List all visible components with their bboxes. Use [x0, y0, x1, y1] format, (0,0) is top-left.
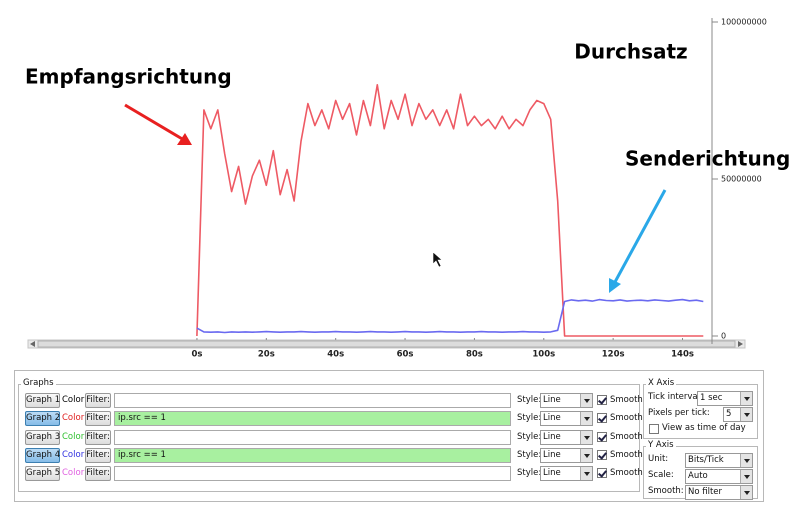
filter-button[interactable]: Filter: — [85, 429, 111, 445]
label: Pixels per tick: — [648, 408, 710, 418]
label: Unit: — [648, 454, 669, 464]
filter-button[interactable]: Filter: — [85, 466, 111, 482]
label: Tick interval: — [648, 392, 703, 402]
smooth-checkbox[interactable] — [597, 413, 607, 424]
smooth-checkbox[interactable] — [597, 449, 607, 460]
label: Smooth: — [648, 486, 684, 496]
annotation: Empfangsrichtung — [25, 65, 232, 89]
chart-title: Durchsatz — [574, 40, 687, 64]
group-title: Y Axis — [646, 439, 676, 452]
series-line — [196, 298, 704, 334]
smooth-select[interactable]: No filter — [685, 485, 753, 500]
y-tick-label: 0 — [721, 332, 726, 341]
annotation: Senderichtung — [625, 147, 790, 171]
group-box — [18, 384, 640, 492]
x-tick-label: 20s — [258, 350, 275, 360]
x-tick-label: 40s — [327, 350, 344, 360]
smooth-label: Smooth — [610, 413, 643, 424]
x-tick-label: 140s — [671, 350, 694, 360]
filter-input[interactable] — [114, 429, 511, 445]
label: View as time of day — [662, 423, 746, 433]
x-tick-label: 80s — [466, 350, 483, 360]
filter-input[interactable]: ip.src == 1 — [114, 411, 511, 427]
filter-button[interactable]: Filter: — [85, 411, 111, 427]
filter-button[interactable]: Filter: — [85, 393, 111, 408]
control-panel — [14, 370, 764, 502]
time-of-day-checkbox[interactable] — [649, 424, 659, 434]
x-tick-label: 0s — [191, 350, 202, 360]
graph-button[interactable]: Graph 3 — [25, 429, 60, 445]
color-label[interactable]: Color — [62, 468, 85, 479]
style-select[interactable]: Line — [540, 411, 593, 427]
graph-button[interactable]: Graph 4 — [25, 447, 60, 463]
filter-input[interactable]: ip.src == 1 — [114, 447, 511, 463]
tick-interval-select[interactable]: 1 sec — [697, 391, 753, 406]
graph-button[interactable]: Graph 2 — [25, 411, 60, 427]
x-tick-label: 100s — [532, 350, 555, 360]
unit-select[interactable]: Bits/Tick — [685, 453, 753, 468]
filter-input[interactable] — [114, 393, 511, 408]
filter-button[interactable]: Filter: — [85, 447, 111, 463]
annotation-arrow — [609, 189, 667, 293]
smooth-checkbox[interactable] — [597, 395, 607, 405]
scrollbar[interactable] — [27, 339, 746, 349]
pixels-per-tick-select[interactable]: 5 — [723, 407, 753, 422]
style-label: Style: — [517, 449, 542, 460]
smooth-checkbox[interactable] — [597, 431, 607, 442]
y-tick-label: 50000000 — [721, 175, 762, 184]
label: Scale: — [648, 470, 674, 480]
x-tick-label: 60s — [397, 350, 414, 360]
x-tick-label: 120s — [602, 350, 625, 360]
group-box — [643, 384, 758, 439]
style-select[interactable]: Line — [540, 447, 593, 463]
mouse-cursor — [432, 251, 443, 268]
graph-button[interactable]: Graph 1 — [25, 393, 60, 408]
style-select[interactable]: Line — [540, 466, 593, 482]
color-label[interactable]: Color — [62, 449, 85, 460]
smooth-label: Smooth — [610, 449, 643, 460]
filter-input[interactable] — [114, 466, 511, 482]
group-title: Graphs — [21, 377, 56, 390]
style-label: Style: — [517, 468, 542, 479]
style-select[interactable]: Line — [540, 393, 593, 408]
group-title: X Axis — [646, 377, 677, 390]
style-label: Style: — [517, 431, 542, 442]
style-label: Style: — [517, 413, 542, 424]
smooth-label: Smooth — [610, 395, 643, 405]
graph-button[interactable]: Graph 5 — [25, 466, 60, 482]
smooth-label: Smooth — [610, 468, 643, 479]
style-select[interactable]: Line — [540, 429, 593, 445]
series-line — [196, 84, 704, 337]
scale-select[interactable]: Auto — [685, 469, 753, 484]
color-label[interactable]: Color — [62, 413, 85, 424]
smooth-label: Smooth — [610, 431, 643, 442]
annotation-arrow — [124, 103, 192, 145]
color-label[interactable]: Color — [62, 431, 85, 442]
smooth-checkbox[interactable] — [597, 468, 607, 479]
style-label: Style: — [517, 395, 542, 405]
y-tick-label: 100000000 — [721, 18, 767, 27]
color-label[interactable]: Color — [62, 395, 85, 405]
